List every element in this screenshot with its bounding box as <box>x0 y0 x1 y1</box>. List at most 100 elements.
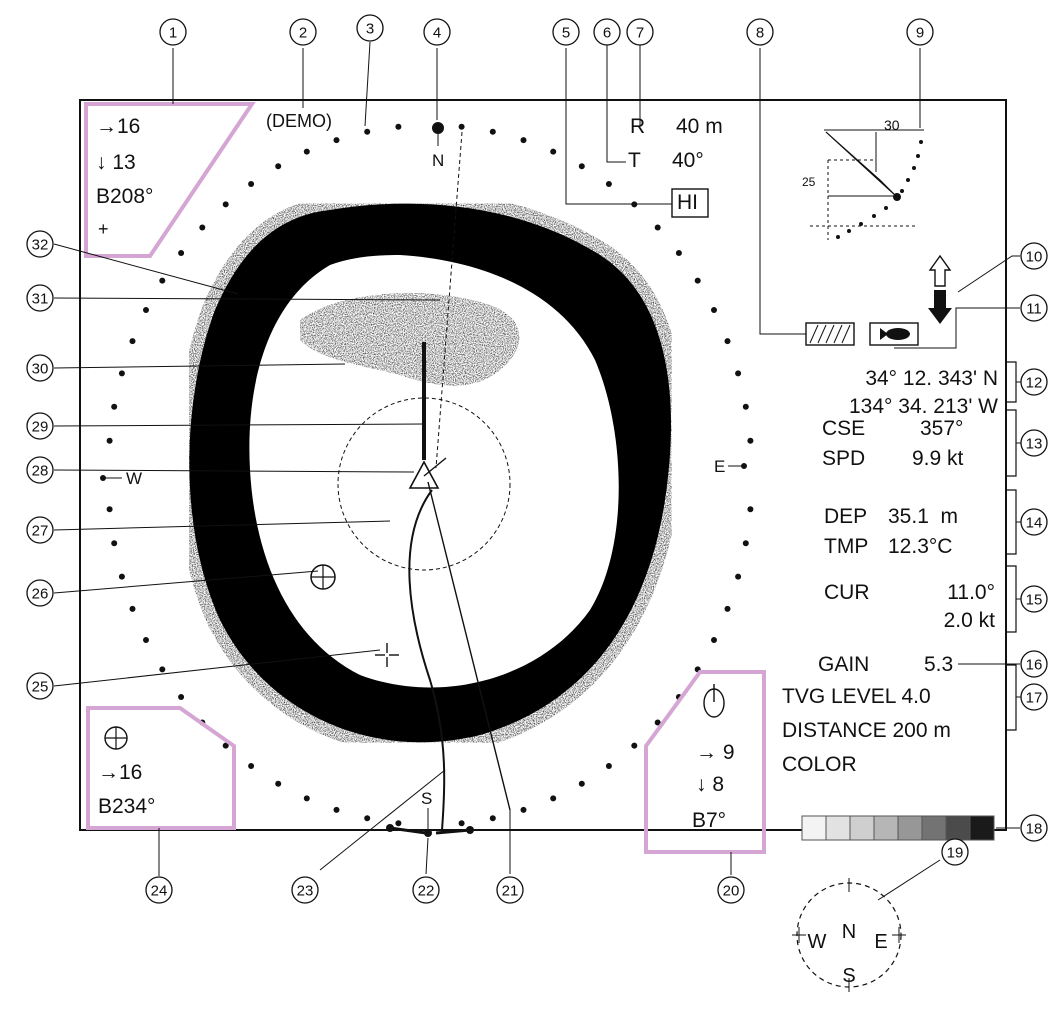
course-value: 357° <box>920 417 964 440</box>
range-dot <box>735 370 742 377</box>
color-bar <box>801 815 995 841</box>
callout-circle <box>1020 368 1048 396</box>
callout-circle <box>906 18 934 46</box>
callout-number: 21 <box>502 883 519 900</box>
callout-circle <box>626 18 654 46</box>
callout-circle <box>291 876 319 904</box>
range-dot <box>489 128 496 135</box>
range-value: 40 m <box>676 115 723 138</box>
range-dot <box>178 694 185 700</box>
callout-number: 6 <box>603 25 611 42</box>
range-dot <box>631 742 638 749</box>
range-dot <box>458 820 465 827</box>
callout-leaders <box>53 41 1022 901</box>
callout-number: 29 <box>32 419 49 436</box>
callout-number: 27 <box>32 523 49 540</box>
range-dot <box>675 250 682 256</box>
range-dot <box>458 123 465 130</box>
range-dot <box>724 338 731 345</box>
callout-circle <box>356 14 384 42</box>
depth-label: DEP <box>824 505 868 528</box>
range-dot <box>711 307 717 313</box>
range-dot <box>395 123 402 130</box>
callout-circle <box>593 18 621 46</box>
callout-number: 28 <box>32 463 49 480</box>
callout-circle <box>717 876 745 904</box>
distance: DISTANCE 200 m <box>782 719 951 742</box>
callout-circle <box>26 354 54 382</box>
event-bearing: B234° <box>98 795 156 818</box>
range-dot <box>742 403 749 410</box>
callout-circle <box>496 876 524 904</box>
callout-circles: 1 2 3 4 5 6 7 8 91011121314151617181920212223242… <box>26 14 1048 904</box>
callout-circle <box>26 672 54 700</box>
own-ship-mark <box>408 460 440 489</box>
callout-number: 20 <box>723 883 740 900</box>
cursor-symbol: + <box>98 219 109 239</box>
range-dot <box>159 277 166 284</box>
range-dot <box>248 181 255 187</box>
callout-number: 31 <box>32 291 49 308</box>
callout-number: 17 <box>1026 690 1043 707</box>
callout-circle <box>412 876 440 904</box>
callout-circle <box>423 18 451 46</box>
callout-circle <box>26 284 54 312</box>
range-dot <box>143 637 149 643</box>
range-dot <box>735 573 742 580</box>
range-dot <box>578 780 585 787</box>
range-dot <box>364 815 371 822</box>
ship-track <box>408 489 446 831</box>
callout-number: 23 <box>297 883 314 900</box>
demo-label: (DEMO) <box>266 111 332 131</box>
range-dot <box>489 815 496 822</box>
range-dot <box>129 605 136 612</box>
callout-circle <box>1020 429 1048 457</box>
inner-range-circle <box>337 397 511 571</box>
inner-echo-patch <box>300 293 520 386</box>
range-dot <box>742 540 749 547</box>
callout-number: 3 <box>366 21 374 38</box>
hi-label: HI <box>677 191 698 214</box>
callout-circle <box>552 18 580 46</box>
callout-number: 16 <box>1026 657 1043 674</box>
longitude: 134° 34. 213' W <box>849 395 998 418</box>
callout-number: 8 <box>756 25 764 42</box>
tvg-level: TVG LEVEL 4.0 <box>782 685 931 708</box>
net-depth: ↓ 8 <box>696 773 725 796</box>
school-echo-ring <box>176 190 684 756</box>
range-dot <box>129 338 136 345</box>
cursor-bearing: B208° <box>96 185 154 208</box>
callout-circle <box>1020 242 1048 270</box>
range-dot <box>111 403 118 410</box>
range-dot <box>118 573 125 580</box>
range-dot <box>222 201 229 208</box>
tilt-inset <box>810 129 924 240</box>
range-dot <box>654 719 661 726</box>
callout-circle <box>145 876 173 904</box>
callout-circle <box>159 18 187 46</box>
event-range: →16 <box>98 761 143 784</box>
depth-value: 35.1 m <box>888 505 959 528</box>
temp-value: 12.3°C <box>888 535 953 558</box>
range-dot <box>199 224 206 231</box>
callout-circle <box>1020 650 1048 678</box>
range-label: R <box>630 115 646 138</box>
range-dot <box>364 128 371 135</box>
callout-number: 9 <box>916 25 924 42</box>
range-dot <box>605 763 612 769</box>
range-dot <box>747 506 754 513</box>
callout-circle <box>26 230 54 258</box>
callout-number: 19 <box>947 845 964 862</box>
range-dot <box>275 780 282 787</box>
callout-number: 7 <box>636 25 644 42</box>
cursor-depth: ↓ 13 <box>96 151 136 174</box>
callout-number: 10 <box>1026 249 1043 266</box>
range-dot <box>106 506 113 513</box>
range-dot <box>550 795 557 802</box>
range-dot <box>550 148 557 155</box>
cursor-mark <box>375 643 399 667</box>
callout-circle <box>941 838 969 866</box>
tilt-label-30: 30 <box>884 117 900 133</box>
range-dot <box>159 666 166 673</box>
callout-number: 5 <box>562 25 570 42</box>
